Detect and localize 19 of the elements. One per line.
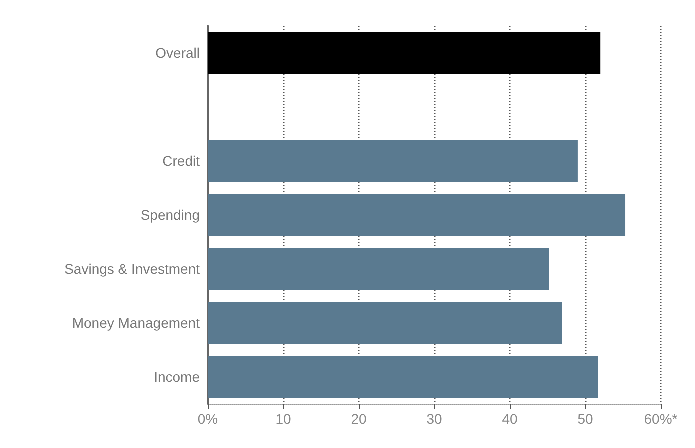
x-tick-label: 60%*: [644, 411, 678, 427]
bar: [208, 194, 626, 236]
x-tick-label: 0%: [198, 411, 218, 427]
y-tick-label: Money Management: [72, 315, 200, 331]
y-tick-label: Credit: [162, 153, 200, 169]
bar: [208, 140, 578, 182]
x-tick-label: 40: [502, 411, 518, 427]
x-tick-label: 50: [578, 411, 594, 427]
bar: [208, 302, 562, 344]
bar: [208, 248, 550, 290]
x-tick-label: 20: [351, 411, 367, 427]
y-tick-label: Spending: [140, 207, 200, 223]
bar: [208, 32, 601, 74]
x-tick-label: 10: [276, 411, 292, 427]
x-tick-label: 30: [426, 411, 442, 427]
y-tick-label: Income: [154, 369, 200, 385]
y-tick-label: Overall: [156, 45, 200, 61]
bar: [208, 356, 598, 398]
y-tick-label: Savings & Investment: [64, 261, 200, 277]
